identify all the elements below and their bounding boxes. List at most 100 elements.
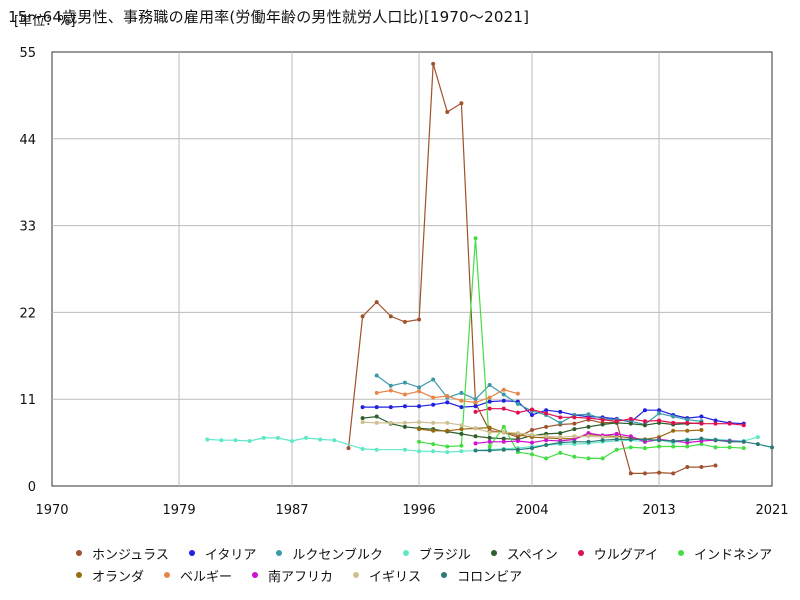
data-point — [473, 441, 478, 446]
data-point — [501, 387, 506, 392]
data-point — [487, 430, 492, 435]
data-point — [544, 424, 549, 429]
data-point — [431, 61, 436, 66]
data-point — [431, 377, 436, 382]
legend-label: ルクセンブルク — [292, 547, 383, 563]
data-point — [417, 389, 422, 394]
data-point — [374, 447, 379, 452]
data-point — [459, 427, 464, 432]
data-point — [614, 419, 619, 424]
data-point — [642, 471, 647, 476]
data-point — [501, 406, 506, 411]
data-point — [755, 435, 760, 440]
data-point — [501, 447, 506, 452]
data-point — [727, 445, 732, 450]
legend-label: 南アフリカ — [268, 569, 334, 585]
data-point — [360, 405, 365, 410]
data-point — [487, 406, 492, 411]
legend-marker — [397, 548, 415, 558]
legend-item: ウルグアイ — [572, 544, 658, 563]
data-point — [586, 424, 591, 429]
data-point — [600, 456, 605, 461]
data-point — [544, 411, 549, 416]
data-point — [685, 420, 690, 425]
legend-row: オランダ ベルギー 南アフリカ イギリス コロンビア — [70, 564, 790, 586]
data-point — [586, 439, 591, 444]
legend-marker — [70, 570, 88, 580]
series-line-3 — [207, 436, 759, 453]
data-point — [501, 424, 506, 429]
data-point — [657, 438, 662, 443]
data-point — [515, 401, 520, 406]
data-point — [671, 471, 676, 476]
y-tick-label: 0 — [28, 480, 36, 495]
x-tick-label: 2013 — [643, 503, 676, 518]
legend-marker — [246, 570, 264, 580]
line-chart: 0 11 22 33 44 55 1970 1979 1987 1996 2004 2013 2021 — [19, 46, 788, 518]
data-point — [431, 402, 436, 407]
data-point — [515, 447, 520, 452]
data-point — [699, 414, 704, 419]
data-point — [473, 409, 478, 414]
legend: ホンジュラス イタリア ルクセンブルク ブラジル スペイン ウルグアイ インドネシア オランダ… — [70, 542, 790, 586]
legend-marker — [270, 548, 288, 558]
data-point — [459, 405, 464, 410]
data-point — [727, 421, 732, 426]
data-point — [473, 236, 478, 241]
data-point — [558, 431, 563, 436]
x-tick-label: 1987 — [275, 503, 308, 518]
legend-item: ルクセンブルク — [270, 544, 383, 563]
data-point — [628, 434, 633, 439]
data-point — [614, 431, 619, 436]
data-point — [374, 420, 379, 425]
data-point — [558, 420, 563, 425]
data-point — [487, 439, 492, 444]
series-line-5 — [475, 408, 744, 426]
data-point — [671, 414, 676, 419]
legend-item: イタリア — [183, 544, 256, 563]
series-line-11 — [475, 438, 773, 452]
series-line-6 — [418, 238, 744, 460]
series-points — [205, 61, 774, 476]
data-point — [402, 404, 407, 409]
data-point — [699, 436, 704, 441]
data-point — [360, 420, 365, 425]
data-point — [487, 435, 492, 440]
data-point — [459, 390, 464, 395]
legend-item: ホンジュラス — [70, 544, 169, 563]
data-point — [459, 398, 464, 403]
data-point — [685, 444, 690, 449]
data-point — [445, 428, 450, 433]
data-point — [671, 444, 676, 449]
data-point — [417, 404, 422, 409]
data-point — [642, 437, 647, 442]
legend-row: ホンジュラス イタリア ルクセンブルク ブラジル スペイン ウルグアイ インドネシア — [70, 542, 790, 564]
y-tick-label: 33 — [19, 220, 36, 235]
data-point — [459, 423, 464, 428]
data-point — [713, 418, 718, 423]
legend-marker — [485, 548, 503, 558]
data-point — [628, 437, 633, 442]
data-point — [671, 439, 676, 444]
data-point — [473, 397, 478, 402]
legend-label: オランダ — [92, 569, 145, 585]
data-point — [530, 432, 534, 437]
x-axis-ticks: 1970 1979 1987 1996 2004 2013 2021 — [35, 503, 788, 518]
data-point — [586, 412, 591, 417]
data-point — [445, 450, 450, 455]
legend-item: コロンビア — [435, 566, 522, 585]
data-point — [628, 421, 633, 426]
data-point — [699, 442, 704, 447]
data-point — [685, 438, 690, 443]
legend-marker — [672, 548, 690, 558]
data-point — [642, 446, 647, 451]
data-point — [374, 390, 379, 395]
data-point — [445, 394, 450, 399]
data-point — [304, 435, 309, 440]
unit-label: [単位：%] — [14, 14, 76, 29]
data-point — [628, 471, 633, 476]
data-point — [586, 434, 591, 439]
legend-item: 南アフリカ — [246, 566, 333, 585]
data-point — [544, 456, 549, 461]
data-point — [600, 435, 605, 440]
